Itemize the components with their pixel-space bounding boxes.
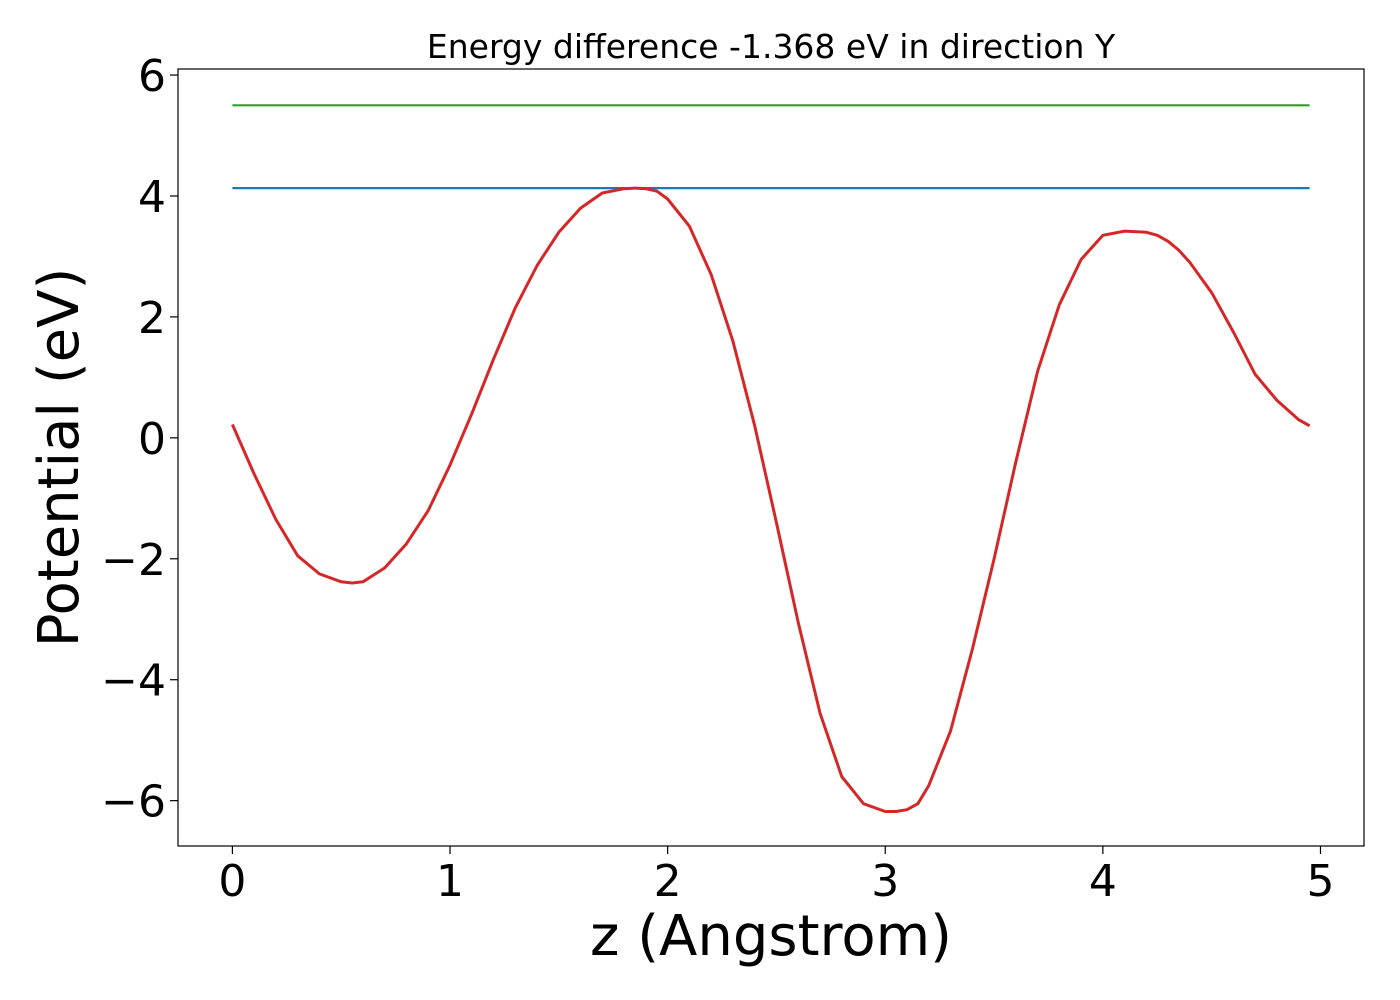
x-tick-label: 0 (218, 856, 246, 907)
x-tick-label: 4 (1089, 856, 1117, 907)
y-tick-label: 0 (138, 414, 166, 465)
y-tick-label: −6 (101, 777, 166, 828)
series-line-red (231, 186, 1311, 813)
x-tick-label: 2 (654, 856, 682, 907)
x-tick-label: 3 (871, 856, 899, 907)
y-tick-label: −2 (101, 535, 166, 586)
axis-ticks: 0 1 2 3 4 5 −6 −4 −2 0 2 4 6 (101, 51, 1334, 907)
y-tick-label: 4 (138, 172, 166, 223)
chart-title: Energy difference -1.368 eV in direction… (427, 27, 1116, 66)
y-axis-label: Potential (eV) (27, 268, 92, 648)
series-lines (231, 104, 1311, 813)
y-tick-label: 6 (138, 51, 166, 102)
x-axis-label: z (Angstrom) (590, 904, 952, 969)
plot-area-frame (177, 68, 1365, 847)
y-tick-label: 2 (138, 293, 166, 344)
x-tick-label: 1 (436, 856, 464, 907)
y-tick-label: −4 (101, 656, 166, 707)
x-tick-label: 5 (1306, 856, 1334, 907)
